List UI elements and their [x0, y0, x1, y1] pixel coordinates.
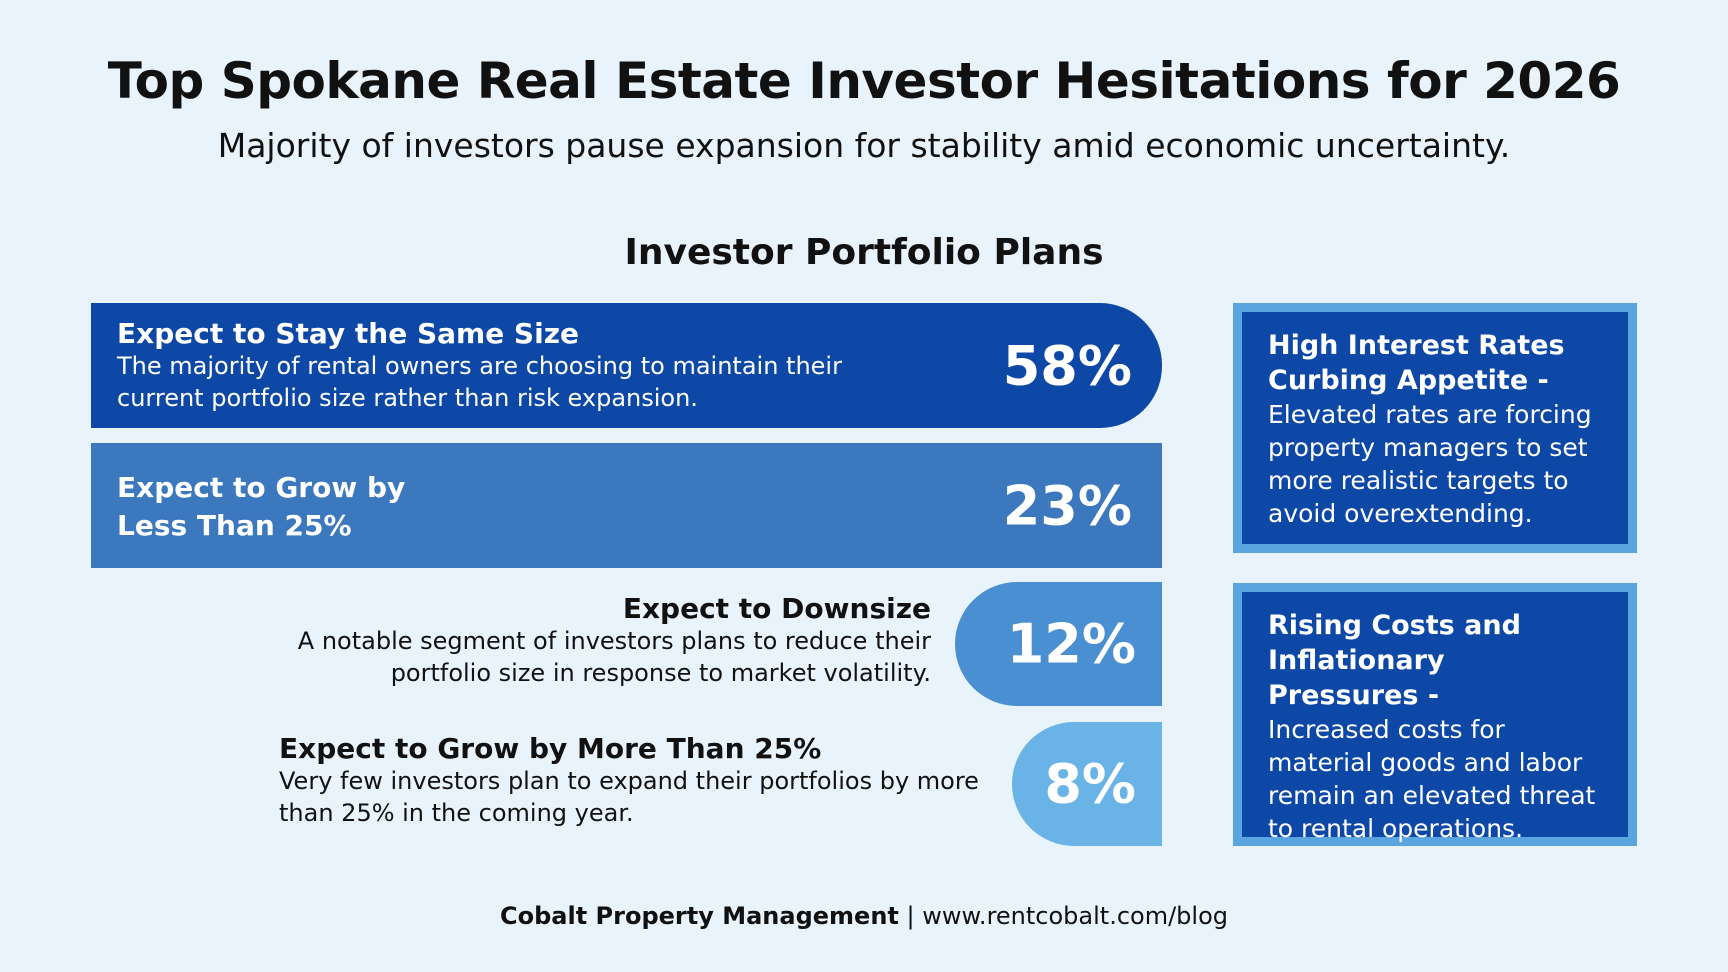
plan-label: Expect to Downsize: [622, 592, 931, 625]
insight-title: Rising Costs and Inflationary Pressures …: [1268, 610, 1521, 711]
plan-label: Expect to Grow by More Than 25%: [279, 732, 822, 765]
insight-title: High Interest Rates Curbing Appetite -: [1268, 330, 1565, 396]
plan-description: The majority of rental owners are choosi…: [117, 352, 842, 412]
footer-brand: Cobalt Property Management: [500, 902, 899, 930]
insight-box: Rising Costs and Inflationary Pressures …: [1233, 583, 1637, 846]
plan-pill: 12%: [955, 582, 1162, 706]
footer: Cobalt Property Management | www.rentcob…: [0, 902, 1728, 930]
plan-text: Expect to Grow by More Than 25% Very few…: [279, 732, 989, 829]
plan-label: Expect to Stay the Same Size: [117, 317, 579, 350]
plan-percent: 8%: [1044, 752, 1136, 816]
plan-text: Expect to Downsize A notable segment of …: [180, 592, 931, 689]
section-title: Investor Portfolio Plans: [624, 232, 1104, 273]
plan-bar: Expect to Stay the Same Size The majorit…: [91, 303, 1162, 428]
insight-box: High Interest Rates Curbing Appetite - E…: [1233, 303, 1637, 553]
plan-text: Expect to Stay the Same Size The majorit…: [117, 317, 897, 414]
plan-description: Very few investors plan to expand their …: [279, 767, 979, 827]
title: Top Spokane Real Estate Investor Hesitat…: [107, 52, 1621, 110]
plan-percent: 23%: [1002, 474, 1132, 537]
plan-label: Expect to Grow by Less Than 25%: [117, 471, 406, 542]
insight-body: Elevated rates are forcing property mana…: [1268, 400, 1592, 528]
footer-url: www.rentcobalt.com/blog: [922, 902, 1228, 930]
plan-percent: 12%: [1006, 612, 1136, 676]
plan-description: A notable segment of investors plans to …: [297, 627, 931, 687]
insight-body: Increased costs for material goods and l…: [1268, 715, 1596, 843]
plan-bar: Expect to Grow by Less Than 25% 23%: [91, 443, 1162, 568]
plan-percent: 58%: [1002, 334, 1132, 397]
footer-separator: |: [906, 902, 915, 930]
plan-pill: 8%: [1012, 722, 1162, 846]
subtitle: Majority of investors pause expansion fo…: [217, 126, 1511, 165]
